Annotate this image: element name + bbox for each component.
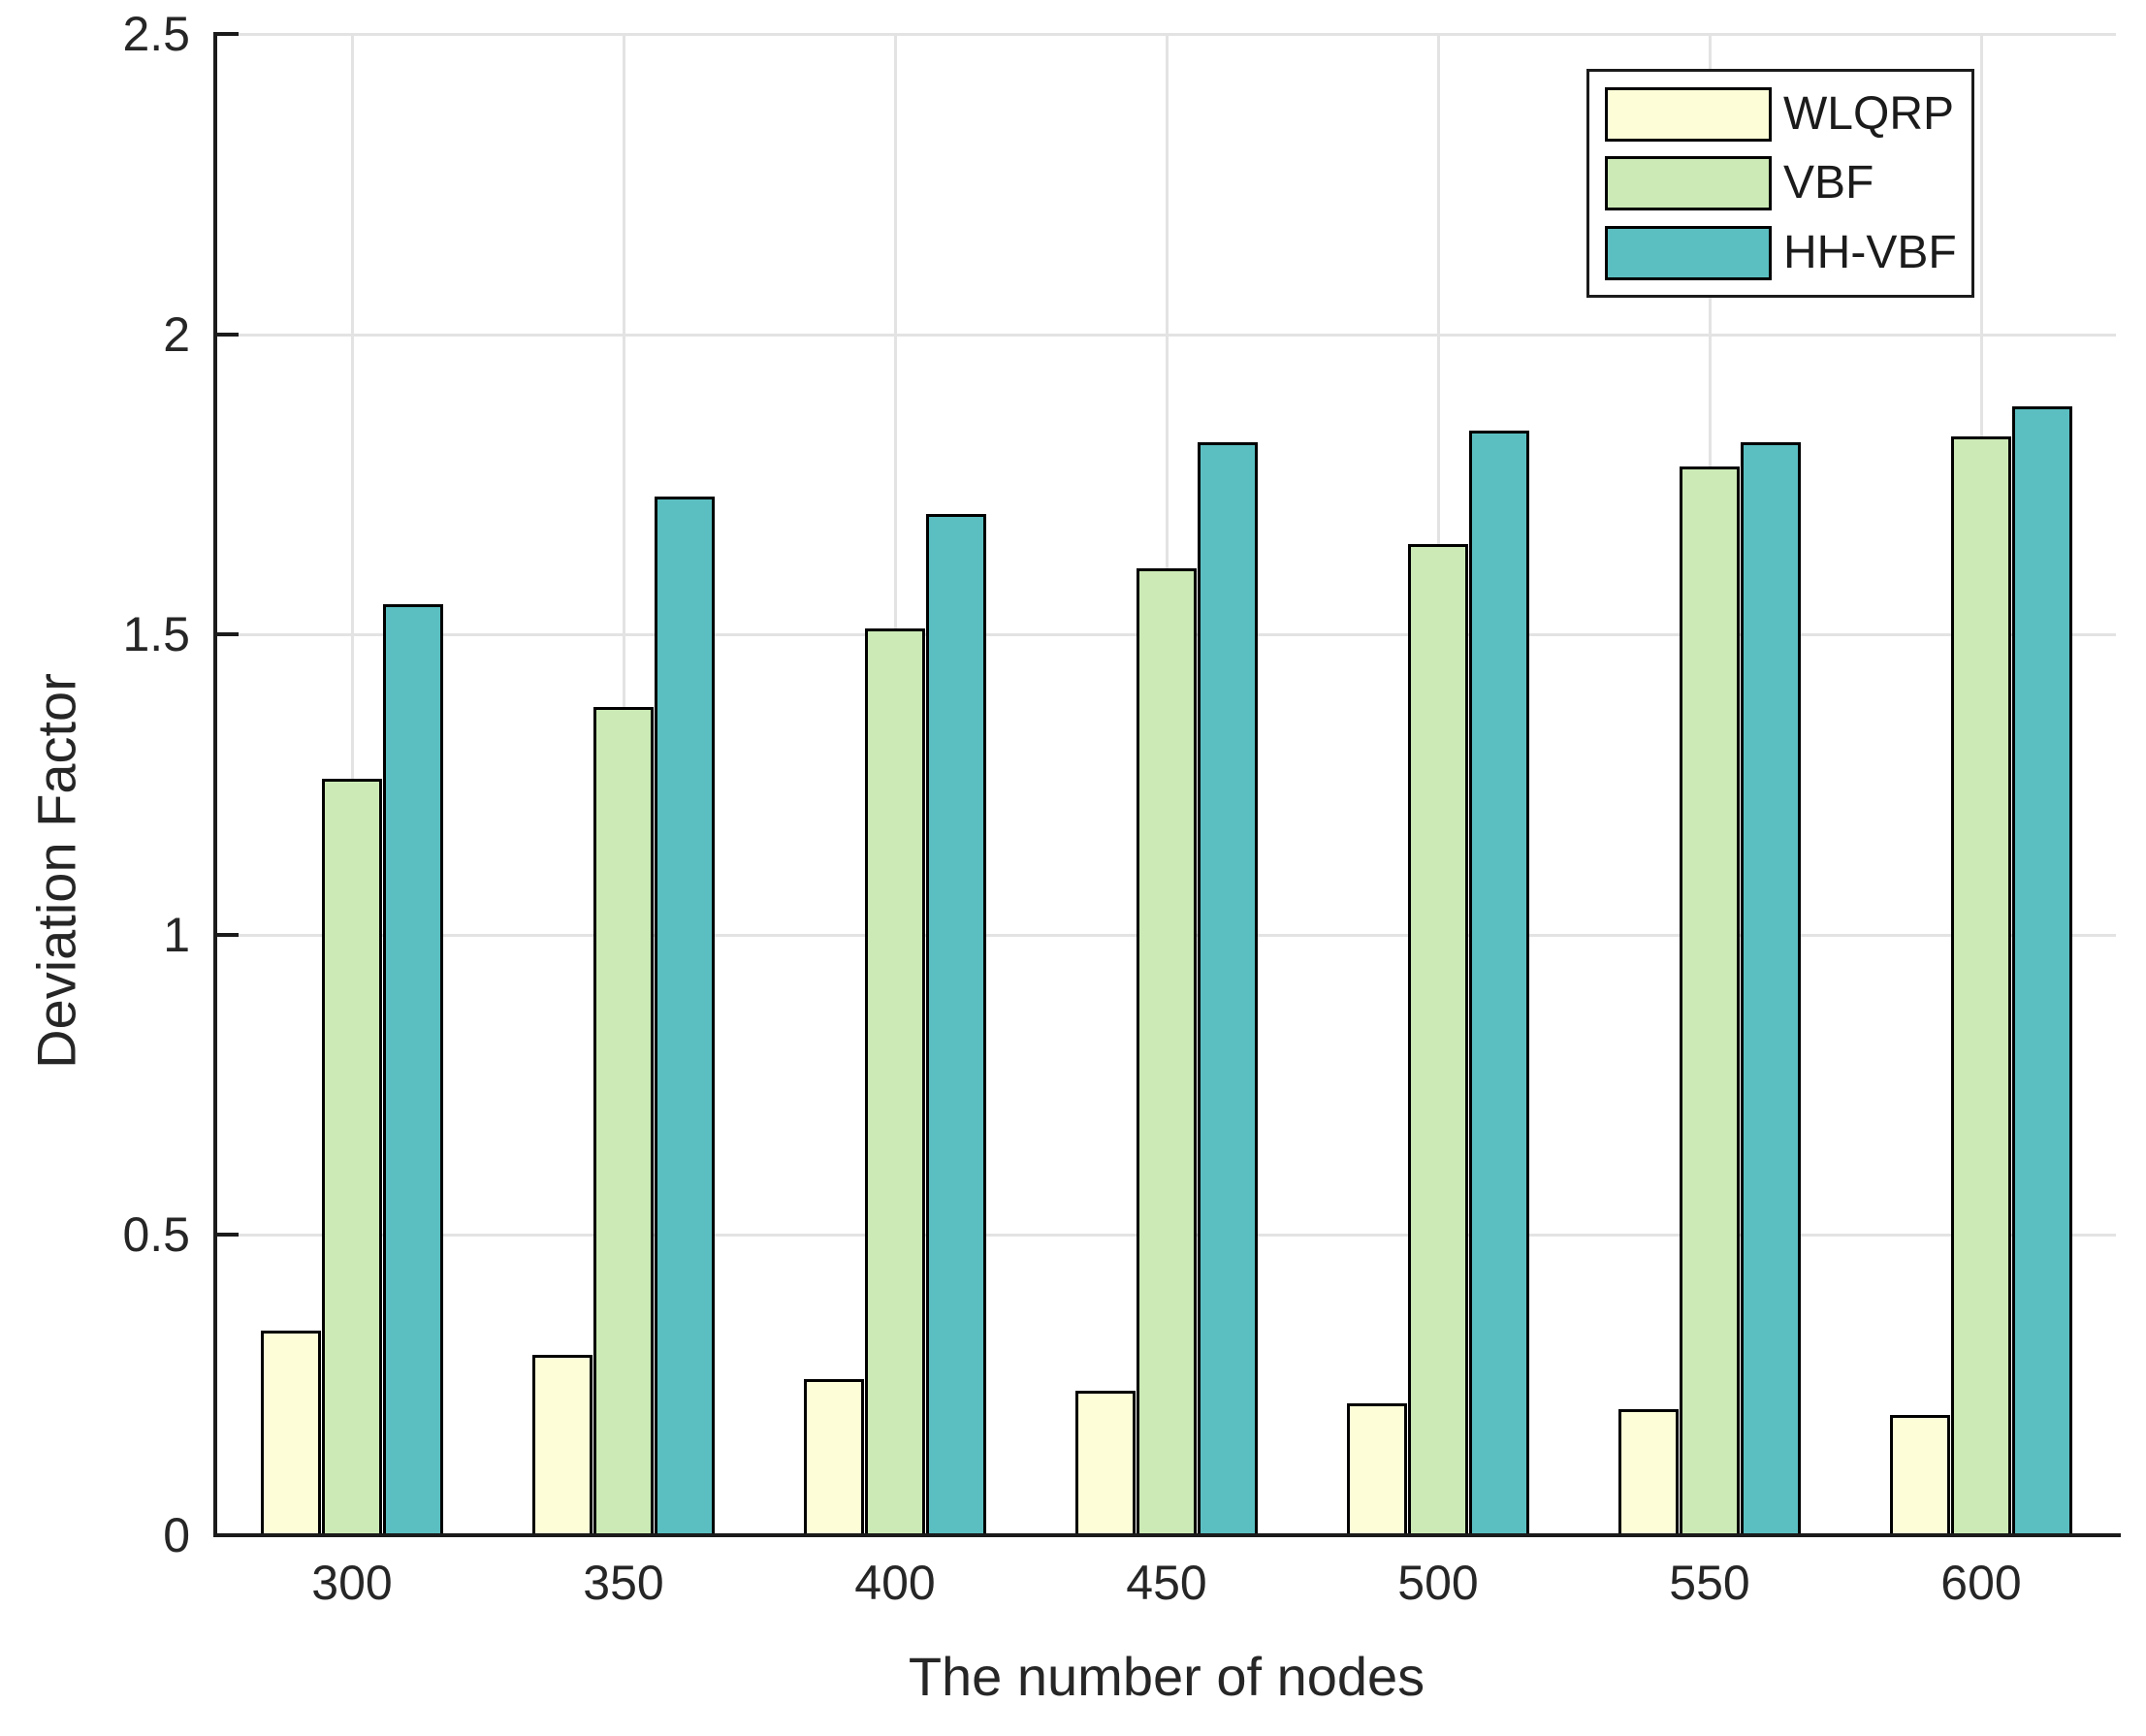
x-tick-label: 300 (311, 1556, 393, 1610)
bar-hh-vbf (926, 514, 986, 1537)
bar-hh-vbf (655, 496, 715, 1537)
legend-label: WLQRP (1783, 87, 1955, 140)
legend-swatch-hh-vbf (1605, 225, 1772, 280)
legend-item: HH-VBF (1605, 225, 1971, 280)
bar-wlqrp (1618, 1408, 1679, 1537)
legend-item: WLQRP (1605, 86, 1971, 142)
bar-wlqrp (1890, 1415, 1950, 1537)
bar-wlqrp (1075, 1391, 1136, 1537)
y-tick-label: 1.5 (122, 607, 190, 662)
bar-vbf (1680, 466, 1740, 1537)
legend-item: VBF (1605, 156, 1971, 210)
y-tick-label: 1 (163, 907, 190, 962)
bar-vbf (593, 706, 654, 1537)
y-tick-mark (217, 1533, 239, 1537)
y-tick-mark (217, 32, 239, 36)
x-tick-label: 400 (854, 1556, 936, 1610)
legend: WLQRP VBF HH-VBF (1586, 69, 1974, 298)
bar-wlqrp (804, 1379, 864, 1537)
bar-wlqrp (261, 1331, 321, 1537)
y-axis-line (213, 32, 217, 1537)
y-tick-mark (217, 332, 239, 337)
bar-hh-vbf (383, 604, 443, 1537)
bar-vbf (1951, 435, 2011, 1537)
legend-swatch-vbf (1605, 156, 1772, 210)
y-tick-mark (217, 632, 239, 637)
x-axis-line (213, 1533, 2121, 1537)
bar-hh-vbf (1741, 442, 1801, 1537)
legend-swatch-wlqrp (1605, 86, 1772, 142)
x-tick-label: 450 (1126, 1556, 1207, 1610)
y-tick-label: 2.5 (122, 7, 190, 61)
x-axis-label: The number of nodes (908, 1646, 1425, 1707)
y-tick-label: 0.5 (122, 1207, 190, 1263)
legend-label: HH-VBF (1783, 226, 1957, 278)
bar-wlqrp (532, 1355, 593, 1537)
bar-hh-vbf (1469, 430, 1529, 1537)
y-axis-label: Deviation Factor (25, 673, 87, 1069)
bar-vbf (1408, 544, 1468, 1537)
bar-wlqrp (1347, 1402, 1407, 1537)
bar-vbf (322, 778, 382, 1537)
x-tick-label: 500 (1397, 1556, 1479, 1610)
x-tick-label: 550 (1669, 1556, 1750, 1610)
bar-vbf (865, 628, 925, 1537)
x-tick-label: 600 (1940, 1556, 2022, 1610)
legend-label: VBF (1783, 157, 1874, 209)
y-tick-mark (217, 932, 239, 937)
y-tick-label: 2 (163, 306, 190, 362)
y-tick-mark (217, 1233, 239, 1238)
x-tick-label: 350 (583, 1556, 664, 1610)
bar-hh-vbf (2012, 405, 2072, 1537)
bar-hh-vbf (1198, 442, 1258, 1537)
y-tick-label: 0 (163, 1508, 190, 1562)
bar-vbf (1137, 568, 1197, 1537)
